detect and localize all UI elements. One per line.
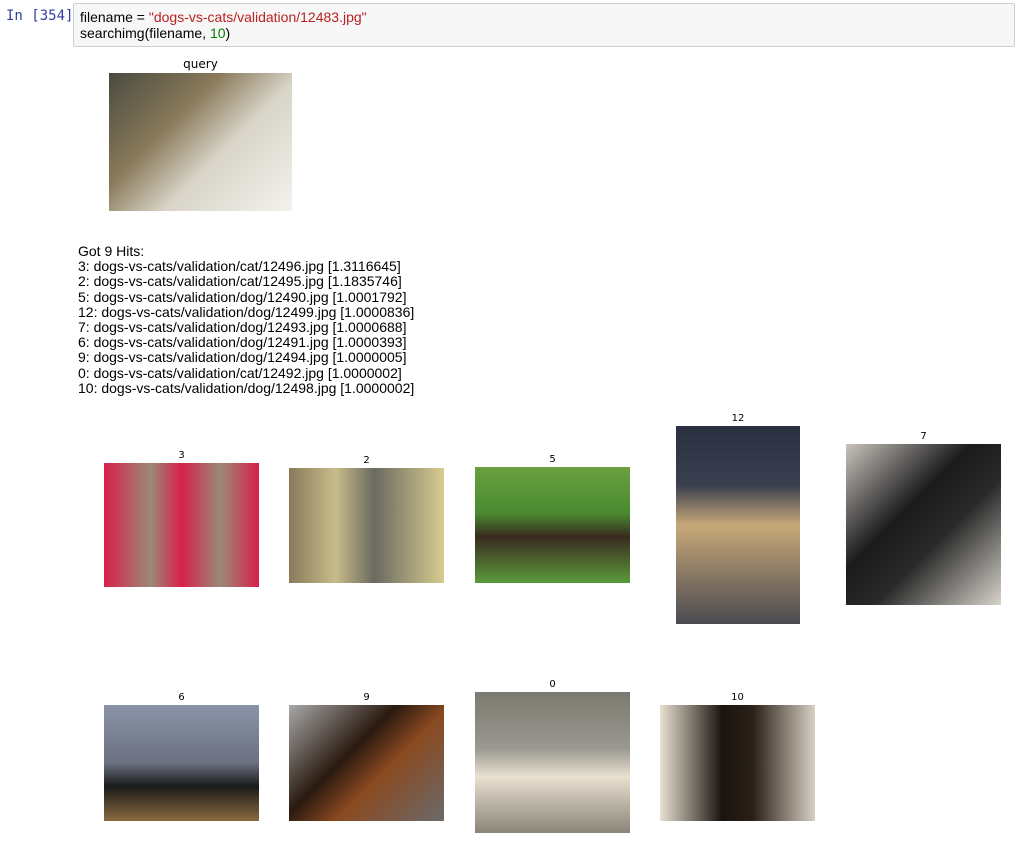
code-token: searchimg(filename, <box>80 25 210 41</box>
output-text: Got 9 Hits: 3: dogs-vs-cats/validation/ca… <box>78 243 415 396</box>
code-number: 10 <box>209 25 226 41</box>
query-image <box>109 73 292 211</box>
code-string: "dogs-vs-cats/validation/12483.jpg" <box>148 9 367 25</box>
output-line: 3: dogs-vs-cats/validation/cat/12496.jpg… <box>78 258 401 275</box>
result-image <box>475 467 630 583</box>
result-title: 2 <box>363 455 370 466</box>
output-line: 9: dogs-vs-cats/validation/dog/12494.jpg… <box>78 349 407 366</box>
output-line: 12: dogs-vs-cats/validation/dog/12499.jp… <box>78 303 415 320</box>
output-line: 7: dogs-vs-cats/validation/dog/12493.jpg… <box>78 319 407 336</box>
cell-prompt: In [354]: <box>6 8 82 24</box>
result-image <box>104 463 259 587</box>
output-line: 0: dogs-vs-cats/validation/cat/12492.jpg… <box>78 364 402 381</box>
output-line: 5: dogs-vs-cats/validation/dog/12490.jpg… <box>78 288 407 305</box>
result-image <box>289 468 444 583</box>
result-image <box>846 444 1001 605</box>
result-title: 12 <box>731 413 745 424</box>
result-title: 9 <box>363 692 370 703</box>
result-image <box>104 705 259 821</box>
output-line: 6: dogs-vs-cats/validation/dog/12491.jpg… <box>78 334 407 351</box>
result-title: 10 <box>731 692 744 703</box>
output-line: 10: dogs-vs-cats/validation/dog/12498.jp… <box>78 379 415 396</box>
result-title: 5 <box>549 454 556 465</box>
result-image <box>660 705 815 821</box>
code-cell[interactable]: filename = "dogs-vs-cats/validation/1248… <box>73 3 1015 47</box>
code-token: filename = <box>80 9 149 25</box>
result-title: 6 <box>178 692 185 703</box>
result-image <box>676 426 800 624</box>
result-title: 7 <box>920 431 927 442</box>
query-title: query <box>183 57 218 71</box>
result-image <box>289 705 444 821</box>
output-line: Got 9 Hits: <box>78 243 145 259</box>
result-title: 3 <box>178 450 185 461</box>
output-line: 2: dogs-vs-cats/validation/cat/12495.jpg… <box>78 273 402 290</box>
code-token: ) <box>225 25 231 41</box>
result-image <box>475 692 630 833</box>
code-line: filename = "dogs-vs-cats/validation/1248… <box>80 9 367 25</box>
result-title: 0 <box>549 679 556 690</box>
code-line: searchimg(filename, 10) <box>80 25 230 41</box>
